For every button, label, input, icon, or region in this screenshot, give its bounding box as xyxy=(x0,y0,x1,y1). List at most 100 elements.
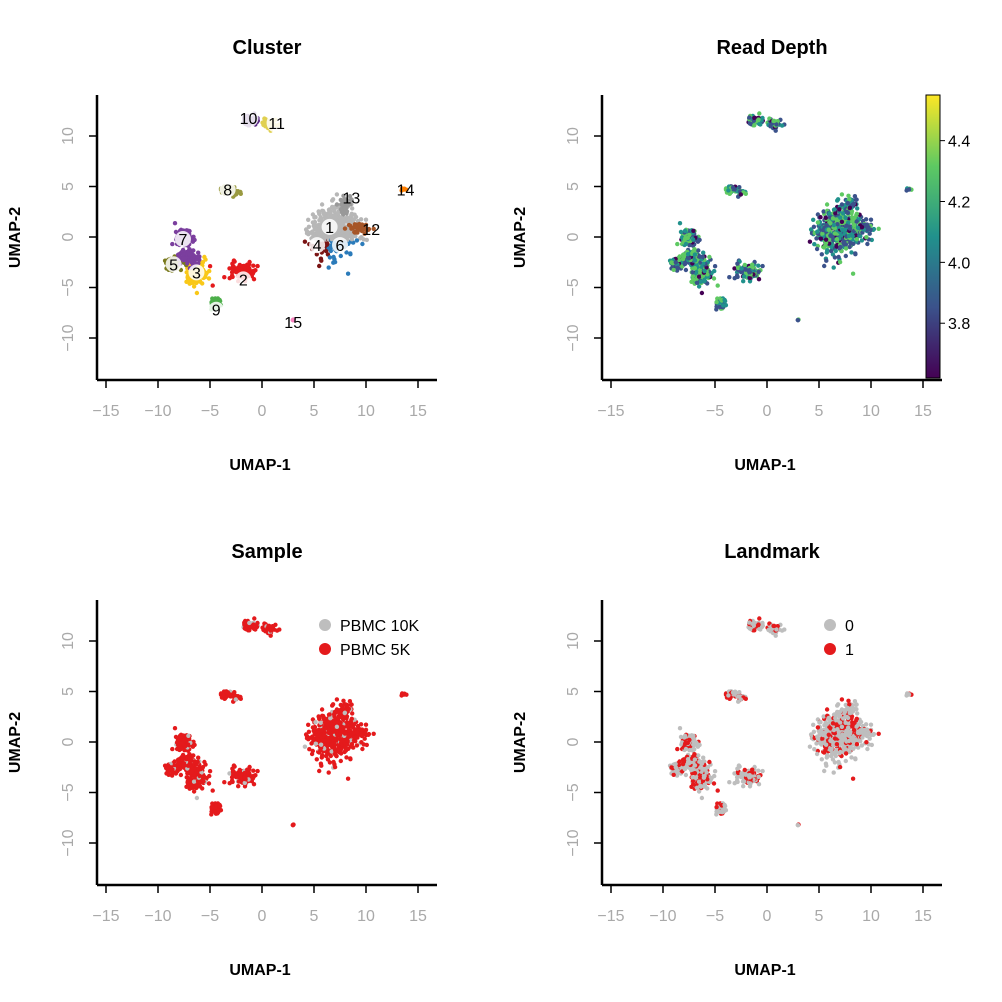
data-point xyxy=(671,267,676,272)
data-point xyxy=(187,771,193,776)
data-point xyxy=(362,231,367,236)
colorbar xyxy=(925,94,941,379)
cluster-label: 5 xyxy=(169,257,178,274)
cluster-label: 1 xyxy=(325,220,334,237)
data-point xyxy=(230,261,235,266)
data-point xyxy=(839,724,845,729)
colorbar-tick-label: 4.2 xyxy=(948,195,970,212)
data-point xyxy=(906,187,912,192)
data-point xyxy=(191,284,197,289)
cluster-label: 13 xyxy=(343,191,361,208)
cluster-label: 10 xyxy=(240,111,258,128)
data-point xyxy=(795,318,801,323)
data-point xyxy=(734,778,740,783)
data-point xyxy=(322,211,327,216)
data-point xyxy=(739,266,744,271)
data-point xyxy=(677,726,683,731)
data-point xyxy=(207,769,213,774)
data-point xyxy=(837,712,842,717)
data-point xyxy=(349,702,354,707)
data-point xyxy=(350,711,355,716)
data-point xyxy=(334,724,340,729)
data-point xyxy=(187,763,193,768)
data-point xyxy=(170,746,175,752)
data-point xyxy=(779,123,785,128)
data-point xyxy=(859,743,865,748)
data-point xyxy=(237,262,242,268)
data-point xyxy=(180,757,186,762)
data-point xyxy=(371,226,376,231)
data-point xyxy=(337,227,343,233)
data-point xyxy=(359,727,365,732)
data-point xyxy=(245,262,250,267)
data-point xyxy=(202,254,207,260)
data-point xyxy=(682,228,688,233)
data-point xyxy=(251,782,257,787)
data-point xyxy=(824,707,830,712)
x-tick-label: 10 xyxy=(357,403,375,420)
data-point xyxy=(854,197,859,202)
data-point xyxy=(317,263,322,269)
data-point xyxy=(345,233,350,239)
data-point xyxy=(714,299,719,305)
data-point xyxy=(692,247,697,252)
data-point xyxy=(854,211,859,216)
data-point xyxy=(721,303,726,308)
data-point xyxy=(756,263,761,268)
x-tick-label: −15 xyxy=(92,403,119,420)
data-point xyxy=(683,746,689,752)
data-point xyxy=(267,623,272,629)
data-point xyxy=(864,727,870,732)
data-point xyxy=(189,280,195,285)
y-tick-label: 10 xyxy=(565,127,582,145)
data-point xyxy=(837,764,843,770)
data-point xyxy=(834,742,840,747)
data-point xyxy=(741,279,746,284)
data-point xyxy=(807,239,813,244)
data-point xyxy=(823,720,828,725)
data-point xyxy=(845,705,850,711)
data-point xyxy=(715,788,720,793)
data-point xyxy=(859,225,865,230)
data-point xyxy=(823,237,829,242)
y-tick-label: 5 xyxy=(60,687,77,696)
data-point xyxy=(845,715,851,721)
data-point xyxy=(842,227,848,233)
data-point xyxy=(328,248,333,254)
data-point xyxy=(181,256,187,261)
data-point xyxy=(827,716,832,721)
data-point xyxy=(699,290,705,296)
data-point xyxy=(329,742,335,747)
data-point xyxy=(340,210,346,216)
data-point xyxy=(822,768,827,774)
data-point xyxy=(347,194,353,199)
data-point xyxy=(290,823,296,828)
data-point xyxy=(344,209,350,214)
data-point xyxy=(341,233,347,239)
data-point xyxy=(828,753,834,759)
data-point xyxy=(354,743,360,748)
data-point xyxy=(316,209,321,214)
data-point xyxy=(815,229,820,234)
data-point xyxy=(306,217,311,222)
data-point xyxy=(734,273,740,278)
y-tick-label: −5 xyxy=(60,783,77,801)
y-tick-label: −5 xyxy=(60,278,77,296)
data-point xyxy=(841,211,846,216)
data-point xyxy=(834,217,839,222)
x-tick-label: −5 xyxy=(201,908,219,925)
y-tick-label: 10 xyxy=(60,632,77,650)
data-point xyxy=(196,755,201,760)
data-point xyxy=(835,197,841,202)
data-point xyxy=(349,197,354,202)
data-point xyxy=(853,251,858,256)
data-point xyxy=(359,222,365,227)
data-point xyxy=(691,237,696,242)
data-point xyxy=(726,188,731,193)
data-point xyxy=(274,628,280,633)
data-point xyxy=(837,207,842,212)
x-tick-label: 0 xyxy=(258,403,267,420)
x-tick-label: 5 xyxy=(815,403,824,420)
data-point xyxy=(350,730,356,735)
